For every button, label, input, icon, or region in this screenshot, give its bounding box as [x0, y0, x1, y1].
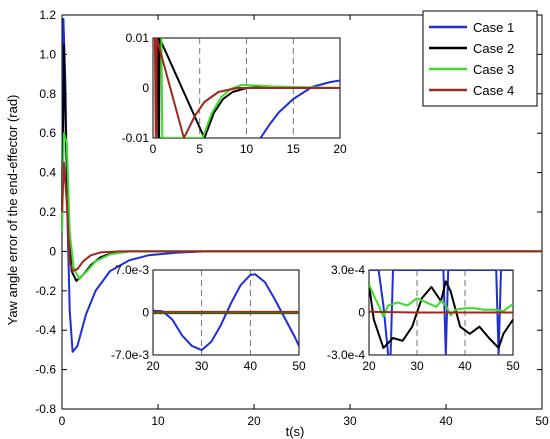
- inset-y-tick-label: 0: [142, 81, 149, 95]
- legend: Case 1 Case 2 Case 3 Case 4: [422, 10, 538, 107]
- inset-x-tick-label: 20: [362, 359, 376, 373]
- x-tick-label: 20: [247, 414, 261, 428]
- y-tick-label: 0.6: [39, 126, 56, 140]
- inset-x-tick-label: 30: [195, 359, 209, 373]
- inset-y-tick-label: 0.01: [126, 31, 150, 45]
- inset-plot-2: 20 30 40 50 7.0e-3 0 -7.0e-3: [111, 263, 306, 373]
- inset-series-line-case-1: [153, 273, 299, 352]
- inset-x-tick-label: 15: [287, 142, 301, 156]
- inset-series-line-case-1: [369, 270, 513, 355]
- y-tick-label: 0.4: [39, 166, 56, 180]
- y-axis-label: Yaw angle error of the end-effector (rad…: [5, 95, 20, 326]
- y-tick-label: 0.2: [39, 205, 56, 219]
- y-tick-label: -0.6: [35, 363, 56, 377]
- y-tick-label: 0: [49, 244, 56, 258]
- y-tick-label: -0.4: [35, 323, 56, 337]
- x-tick-label: 10: [151, 414, 165, 428]
- legend-label: Case 4: [473, 83, 514, 98]
- legend-label: Case 1: [473, 20, 514, 35]
- inset-x-tick-label: 20: [333, 142, 347, 156]
- y-tick-label: 0.8: [39, 87, 56, 101]
- inset-x-tick-label: 40: [458, 359, 472, 373]
- inset-series-group: [153, 273, 299, 352]
- inset-series-group: [153, 38, 340, 138]
- inset-x-tick-label: 0: [150, 142, 157, 156]
- x-tick-label: 50: [535, 414, 549, 428]
- y-tick-label: 1.0: [39, 47, 56, 61]
- inset-y-tick-label: 3.0e-4: [331, 263, 365, 277]
- series-line-case-4: [61, 161, 542, 273]
- inset-series-line-case-4: [369, 310, 513, 314]
- inset-x-tick-label: 20: [146, 359, 160, 373]
- inset-series-group: [369, 270, 513, 355]
- legend-label: Case 2: [473, 41, 514, 56]
- inset-x-tick-label: 50: [506, 359, 520, 373]
- legend-label: Case 3: [473, 62, 514, 77]
- y-tick-label: -0.2: [35, 284, 56, 298]
- inset-y-tick-label: -3.0e-4: [327, 348, 365, 362]
- x-tick-label: 0: [59, 414, 66, 428]
- inset-series-line-case-1: [259, 79, 340, 138]
- inset-x-tick-label: 50: [292, 359, 306, 373]
- inset-series-line-case-3: [369, 283, 513, 318]
- inset-x-tick-label: 10: [240, 142, 254, 156]
- inset-y-tick-label: -0.01: [122, 131, 150, 145]
- inset-series-line-case-2: [369, 280, 513, 349]
- x-tick-label: 40: [439, 414, 453, 428]
- inset-y-tick-label: 7.0e-3: [115, 263, 149, 277]
- y-tick-label: -0.8: [35, 402, 56, 416]
- inset-series-line-case-3: [160, 38, 340, 138]
- inset-plot-1: 0 5 10 15 200.010-0.01: [122, 31, 347, 156]
- inset-y-tick-label: 0: [358, 306, 365, 320]
- inset-plot-3: 20 30 40 50 3.0e-4 0 -3.0e-4: [327, 263, 520, 373]
- inset-x-tick-label: 5: [196, 142, 203, 156]
- inset-x-tick-label: 40: [244, 359, 258, 373]
- x-tick-label: 30: [343, 414, 357, 428]
- inset-y-tick-label: 0: [142, 306, 149, 320]
- inset-series-line-case-4: [153, 38, 340, 138]
- x-axis-label: t(s): [286, 424, 305, 439]
- inset-y-tick-label: -7.0e-3: [111, 348, 149, 362]
- y-tick-label: 1.2: [39, 8, 56, 22]
- inset-x-tick-label: 30: [410, 359, 424, 373]
